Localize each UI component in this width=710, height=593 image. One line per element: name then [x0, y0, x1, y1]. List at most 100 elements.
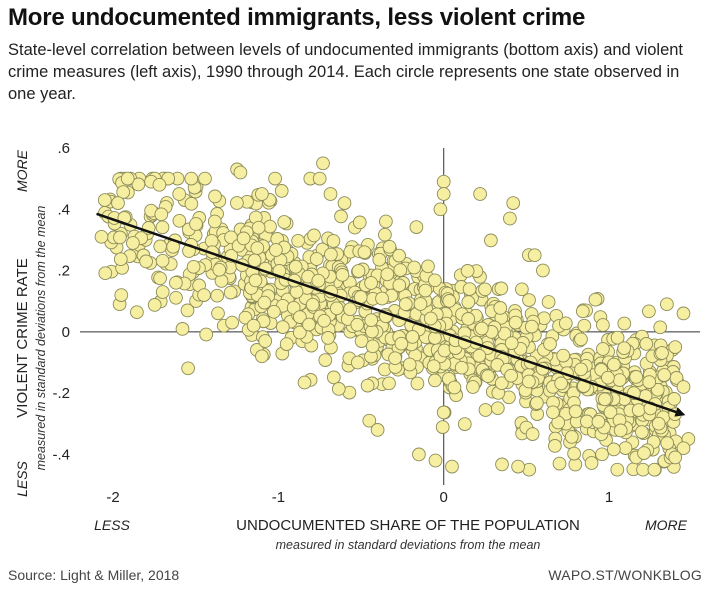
data-point	[676, 306, 691, 321]
trend-arrow	[96, 212, 686, 417]
data-point	[612, 373, 627, 387]
data-point	[472, 348, 487, 363]
data-point	[277, 215, 292, 229]
data-point	[334, 209, 348, 224]
data-point	[316, 156, 330, 171]
data-point	[676, 380, 691, 394]
data-point	[536, 263, 550, 278]
data-point	[457, 417, 472, 431]
data-point	[255, 349, 269, 364]
data-point	[257, 295, 272, 310]
data-point	[350, 355, 365, 370]
data-point	[362, 413, 377, 428]
data-point	[380, 267, 395, 282]
x-tick-label: -2	[106, 489, 119, 506]
data-point	[113, 230, 127, 245]
data-point	[293, 310, 307, 324]
data-point	[426, 359, 441, 374]
data-point	[268, 171, 282, 186]
data-point	[574, 332, 588, 347]
data-point	[388, 351, 402, 366]
data-point	[596, 318, 610, 332]
data-point	[214, 274, 229, 288]
y-axis-title: VIOLENT CRIME RATE	[14, 258, 31, 417]
data-point	[267, 304, 281, 319]
y-high-label: MORE	[14, 149, 30, 192]
data-point	[556, 348, 571, 363]
data-point	[527, 248, 542, 263]
data-point	[351, 264, 366, 278]
data-point	[418, 283, 433, 298]
data-point	[676, 441, 691, 456]
x-tick-label: 0	[440, 489, 448, 506]
data-point	[394, 336, 409, 351]
data-point	[552, 456, 567, 471]
data-point	[478, 403, 493, 417]
data-point	[364, 313, 379, 328]
data-point	[651, 416, 666, 431]
data-point	[631, 403, 646, 417]
data-point	[197, 288, 211, 302]
x-low-label: LESS	[94, 517, 130, 533]
data-point	[297, 375, 312, 390]
data-point	[208, 189, 222, 204]
data-point	[647, 462, 662, 477]
data-point	[302, 317, 316, 332]
data-point	[326, 370, 341, 385]
data-point	[274, 184, 289, 198]
data-point	[288, 259, 303, 274]
data-point	[172, 213, 187, 228]
source-note: Source: Light & Miller, 2018	[8, 567, 180, 583]
data-point	[233, 165, 248, 180]
x-axis-title: UNDOCUMENTED SHARE OF THE POPULATION	[236, 517, 580, 534]
data-point	[473, 187, 487, 201]
data-point	[311, 273, 326, 288]
data-point	[335, 268, 350, 282]
data-point	[324, 247, 338, 262]
data-point	[126, 236, 140, 250]
data-point	[211, 306, 225, 321]
data-point	[495, 457, 509, 472]
data-point	[428, 273, 442, 288]
data-point	[617, 341, 631, 356]
data-point	[392, 248, 406, 263]
data-point	[506, 196, 521, 210]
data-point	[494, 281, 509, 296]
data-point	[435, 420, 450, 434]
data-point	[579, 414, 594, 429]
data-point	[447, 380, 462, 395]
data-point	[504, 368, 518, 383]
data-point	[323, 187, 338, 201]
data-point	[120, 171, 135, 186]
data-point	[184, 171, 199, 186]
data-point	[289, 284, 304, 299]
data-point	[405, 330, 420, 344]
data-point	[493, 301, 508, 315]
data-point	[436, 187, 451, 201]
data-point	[248, 273, 263, 288]
data-point	[428, 453, 443, 468]
data-point	[94, 229, 109, 244]
data-point	[601, 370, 615, 385]
data-point	[198, 171, 212, 186]
data-point	[650, 382, 665, 397]
data-point	[279, 337, 294, 351]
data-point	[365, 324, 379, 339]
data-point	[474, 321, 489, 336]
credit-link[interactable]: WAPO.ST/WONKBLOG	[548, 567, 702, 583]
data-point	[478, 282, 492, 297]
data-point	[153, 271, 167, 286]
chart-subtitle: State-level correlation between levels o…	[8, 41, 684, 103]
data-point	[139, 254, 153, 269]
data-point	[238, 310, 253, 325]
data-point	[575, 304, 590, 319]
data-point	[461, 312, 476, 326]
data-point	[617, 316, 632, 331]
data-point	[212, 262, 227, 277]
data-point	[307, 228, 321, 243]
data-point	[642, 304, 656, 319]
data-point	[147, 298, 162, 312]
data-point	[637, 446, 651, 460]
data-point	[246, 318, 261, 333]
